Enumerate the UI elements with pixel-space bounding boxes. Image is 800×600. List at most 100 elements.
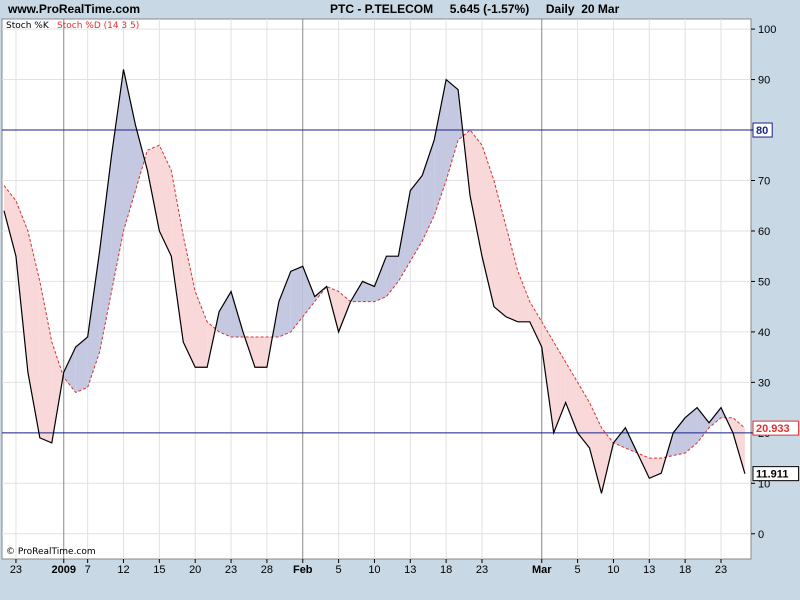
fill-k-above: [111, 69, 124, 292]
y-tick-label: 30: [758, 377, 770, 389]
fill-d-above: [517, 271, 530, 322]
fill-d-above: [51, 341, 64, 443]
y-tick-label: 50: [758, 276, 770, 288]
fill-k-above: [697, 407, 710, 443]
y-tick-label: 70: [758, 175, 770, 187]
fill-d-above: [39, 281, 52, 443]
fill-k-above: [135, 124, 145, 191]
x-tick-label: 13: [643, 564, 655, 576]
legend-k: Stoch %K: [6, 21, 50, 31]
quote-title: PTC - P.TELECOM 5.645 (-1.57%) Daily 20 …: [330, 2, 619, 16]
y-tick-label: 10: [758, 478, 770, 490]
fill-k-above: [374, 256, 387, 302]
last-k-label-text: 11.911: [756, 469, 788, 481]
x-tick-label: 13: [404, 564, 416, 576]
fill-d-above: [144, 150, 148, 171]
y-tick-label: 90: [758, 75, 770, 87]
fill-k-above: [63, 347, 76, 393]
fill-d-above: [577, 382, 590, 448]
x-tick-label: 18: [679, 564, 691, 576]
x-tick-label: Mar: [532, 564, 552, 576]
x-tick-label: 28: [261, 564, 273, 576]
fill-k-above: [123, 69, 136, 231]
fill-k-above: [685, 407, 698, 454]
last-d-label-text: 20.933: [756, 423, 790, 435]
fill-k-above: [290, 266, 303, 332]
fill-k-above: [410, 175, 423, 262]
copyright: © ProRealTime.com: [6, 547, 96, 557]
quote-date: 20 Mar: [581, 2, 620, 16]
fill-d-above: [183, 236, 196, 368]
fill-d-above: [505, 225, 518, 322]
x-tick-label: 23: [225, 564, 237, 576]
last-d-label: 20.933: [752, 420, 800, 436]
fill-d-above: [553, 341, 566, 433]
fill-k-above: [422, 140, 435, 242]
fill-k-above: [75, 336, 88, 393]
fill-k-above: [673, 417, 686, 456]
fill-d-above: [254, 336, 267, 368]
fill-d-above: [159, 145, 172, 257]
fill-k-above: [398, 190, 411, 282]
ref-80-label-text: 80: [756, 125, 768, 137]
x-tick-label: 23: [476, 564, 488, 576]
x-axis: 23 2009 7 12 15 20 23 28 Feb 5 10 13 18 23 Mar 5 10 13 18 2…: [10, 559, 727, 576]
price: 5.645: [449, 2, 480, 16]
fill-k-above: [386, 256, 399, 297]
symbol: PTC - P.TELECOM: [330, 2, 434, 16]
fill-d-above: [470, 130, 482, 257]
fill-k-above: [87, 251, 100, 388]
x-tick-label: 23: [10, 564, 22, 576]
fill-d-above: [529, 301, 542, 348]
x-tick-label: 12: [117, 564, 129, 576]
fill-d-above: [541, 321, 554, 433]
fill-d-above: [601, 427, 614, 494]
stoch-k-line: [3, 69, 746, 494]
y-tick-label: 60: [758, 226, 770, 238]
site-name[interactable]: www.ProRealTime.com: [8, 2, 141, 16]
fill-d-above: [565, 362, 578, 433]
fill-k-above: [219, 291, 232, 337]
legend-d: Stoch %D (14 3 5): [57, 21, 139, 31]
legend: Stoch %K Stoch %D (14 3 5): [6, 21, 139, 31]
fill-k-above: [99, 155, 112, 353]
x-tick-label: 18: [440, 564, 452, 576]
last-k-label-box: [752, 466, 800, 482]
fill-k-above: [362, 281, 375, 302]
x-tick-label: 10: [368, 564, 380, 576]
fill-areas: [4, 69, 745, 494]
fill-d-above: [195, 291, 208, 368]
y-tick-label: 100: [758, 24, 776, 36]
fill-d-above: [338, 291, 351, 332]
last-k-label: 11.911: [752, 466, 800, 482]
fill-k-above: [709, 407, 721, 428]
header-bar: www.ProRealTime.com PTC - P.TELECOM 5.64…: [0, 0, 800, 20]
ref-80-label: 80: [752, 122, 773, 138]
fill-d-above: [147, 145, 160, 231]
x-tick-label: 7: [85, 564, 91, 576]
fill-d-above: [589, 402, 602, 494]
x-tick-label: 2009: [52, 564, 76, 576]
x-tick-label: Feb: [293, 564, 313, 576]
x-tick-label: 15: [153, 564, 165, 576]
x-tick-label: 5: [575, 564, 581, 576]
fill-d-above: [171, 170, 184, 342]
x-tick-label: 10: [607, 564, 619, 576]
ref-80-label-box: [752, 122, 773, 138]
y-tick-label: 40: [758, 327, 770, 339]
x-tick-label: 23: [715, 564, 727, 576]
fill-k-above: [278, 271, 291, 337]
fill-d-above: [732, 417, 745, 474]
last-d-label-box: [752, 420, 800, 436]
reference-lines: [2, 129, 751, 434]
fill-d-above: [4, 185, 16, 257]
fill-k-above: [314, 286, 327, 302]
x-tick-label: 20: [189, 564, 201, 576]
period: Daily: [545, 2, 575, 16]
fill-k-above: [434, 79, 447, 216]
price-change: (-1.57%): [483, 2, 530, 16]
series-lines: [3, 69, 746, 494]
y-tick-label: 0: [758, 529, 764, 541]
